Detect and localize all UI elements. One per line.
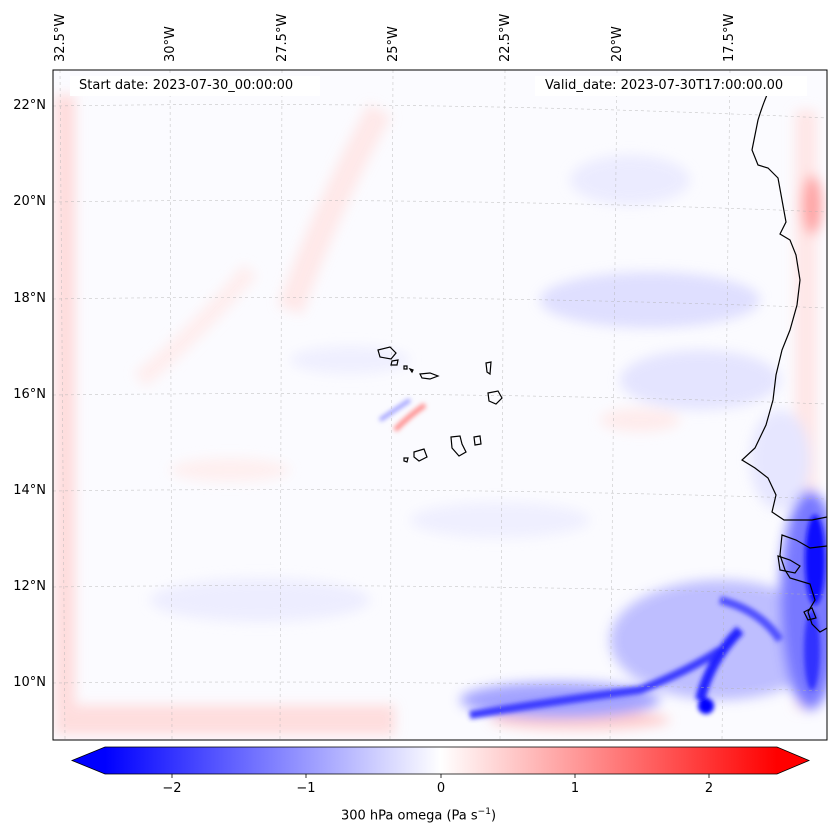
lat-label-10n: 10°N <box>13 675 46 690</box>
lat-label-18n: 18°N <box>13 291 46 306</box>
colorbar-tick-label: −1 <box>296 781 316 796</box>
lon-label-17-5w: 17.5°W <box>722 13 737 62</box>
colorbar-gradient <box>105 747 777 774</box>
colorbar-tick-label: −2 <box>162 781 182 796</box>
lon-label-20w: 20°W <box>610 26 625 62</box>
colorbar-label-exponent: −1 <box>477 807 491 817</box>
colorbar-tick-label: 2 <box>704 781 714 796</box>
lat-label-22n: 22°N <box>13 98 46 113</box>
start-date-text: Start date: 2023-07-30_00:00:00 <box>79 78 294 93</box>
gridlines <box>53 70 827 740</box>
cape-verde-islands <box>377 346 503 463</box>
colorbar-label-text: 300 hPa omega (Pa s <box>340 808 478 824</box>
colorbar-ticks <box>171 774 710 778</box>
lat-label-16n: 16°N <box>13 387 46 402</box>
lat-label-12n: 12°N <box>13 579 46 594</box>
lon-label-22-5w: 22.5°W <box>498 13 513 62</box>
omega-field <box>55 95 827 735</box>
lon-label-27-5w: 27.5°W <box>275 13 290 62</box>
colorbar-min-extend <box>72 747 105 774</box>
map-frame <box>52 69 828 741</box>
coastlines <box>741 83 827 633</box>
colorbar-label: 300 hPa omega (Pa s−1) <box>0 807 837 823</box>
map-plot-area <box>53 70 827 740</box>
valid-date-box <box>535 76 807 96</box>
lon-label-32-5w: 32.5°W <box>53 13 68 62</box>
lat-label-14n: 14°N <box>13 483 46 498</box>
africa-coastline-south <box>779 534 827 633</box>
valid-date-text: Valid_date: 2023-07-30T17:00:00.00 <box>545 78 784 93</box>
colorbar <box>70 746 811 778</box>
africa-coastline <box>741 83 827 521</box>
colorbar-max-extend <box>777 747 809 774</box>
lon-label-30w: 30°W <box>163 26 178 62</box>
lon-label-25w: 25°W <box>386 26 401 62</box>
colorbar-tick-label: 0 <box>436 781 446 796</box>
colorbar-label-tail: ) <box>490 808 497 824</box>
colorbar-tick-label: 1 <box>570 781 580 796</box>
colorbar-outline <box>70 746 811 775</box>
start-date-box <box>70 76 320 96</box>
lat-label-20n: 20°N <box>13 194 46 209</box>
